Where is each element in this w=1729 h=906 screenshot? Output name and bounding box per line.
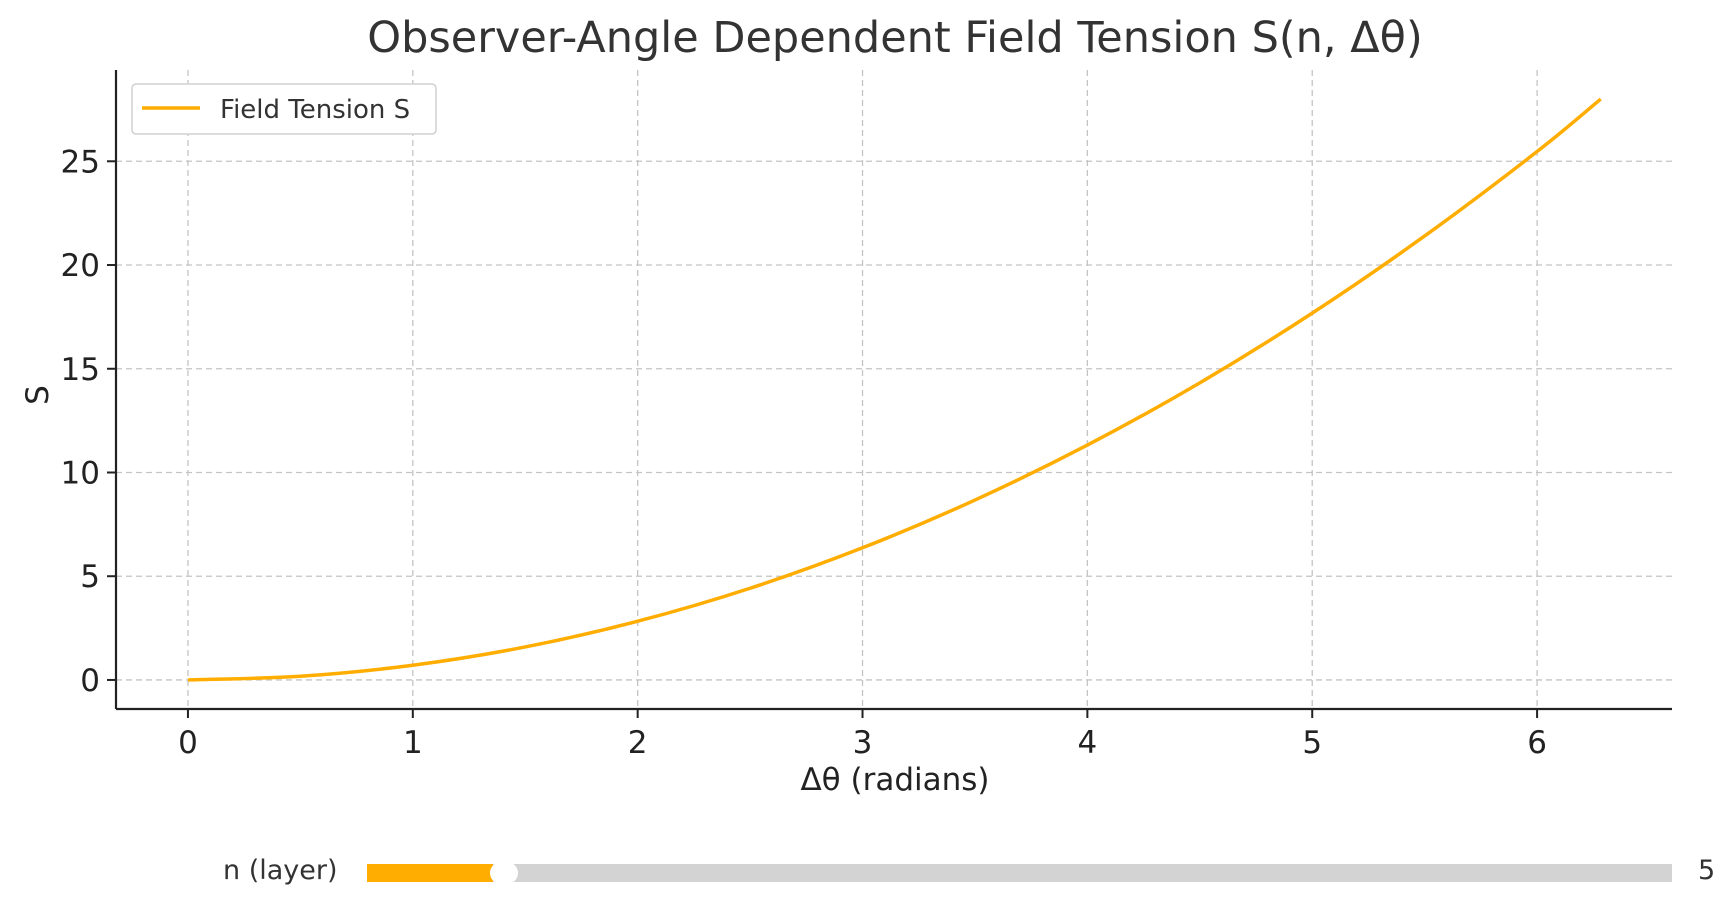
y-tick-label: 10 — [61, 455, 100, 491]
slider-label: n (layer) — [223, 855, 338, 886]
axes — [114, 70, 1672, 711]
legend: Field Tension S — [131, 83, 437, 135]
x-axis-label: Δθ (radians) — [800, 762, 989, 798]
ticks: 0 1 2 3 4 5 6 0 5 10 15 20 25 — [61, 144, 1547, 761]
legend-entry-field-tension: Field Tension S — [220, 95, 410, 125]
x-tick-label: 3 — [853, 725, 873, 761]
series-layer — [187, 97, 1602, 682]
x-tick-label: 1 — [403, 725, 423, 761]
x-tick-label: 4 — [1078, 725, 1098, 761]
x-tick-label: 5 — [1302, 725, 1322, 761]
grid — [116, 70, 1672, 709]
slider-max-value: 5 — [1698, 855, 1716, 886]
y-tick-label: 5 — [80, 559, 100, 595]
x-tick-label: 2 — [628, 725, 648, 761]
chart-title: Observer-Angle Dependent Field Tension S… — [367, 13, 1423, 63]
y-axis-label: S — [20, 385, 56, 405]
slider-track[interactable] — [367, 864, 1672, 882]
slider-fill — [367, 864, 494, 882]
x-tick-label: 0 — [178, 725, 198, 761]
legend-frame — [131, 83, 437, 135]
series-line-field-tension — [187, 97, 1602, 682]
y-tick-label: 0 — [80, 663, 100, 699]
x-tick-label: 6 — [1527, 725, 1547, 761]
y-tick-label: 25 — [61, 144, 100, 180]
y-tick-label: 15 — [61, 352, 100, 388]
slider-handle[interactable] — [490, 862, 519, 884]
y-tick-label: 20 — [61, 248, 100, 284]
